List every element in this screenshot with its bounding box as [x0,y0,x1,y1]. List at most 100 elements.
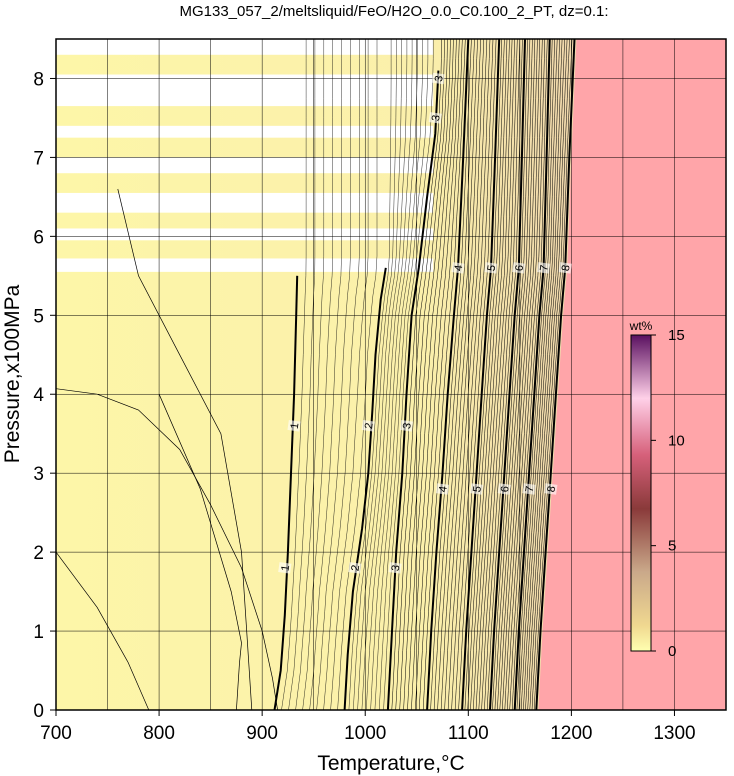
minor-contour [415,39,460,710]
contour-label: 7 [522,483,536,495]
y-tick-label: 3 [33,464,44,485]
minor-contour [444,39,485,710]
y-axis-title: Pressure,x100MPa [1,284,24,463]
minor-contour [473,39,510,710]
minor-contour [454,39,494,710]
minor-contour [475,39,513,710]
minor-contour [440,39,481,710]
minor-contour [403,39,451,710]
contour-label-text: 7 [538,264,551,272]
minor-contours [281,39,573,710]
minor-contour [529,39,568,710]
x-tick-label: 1200 [550,723,592,744]
minor-contour [422,39,466,710]
minor-contour [525,39,563,710]
contour-label: 5 [484,262,498,274]
minor-contour [383,39,434,710]
minor-contour [295,39,324,710]
blank-band [56,228,434,241]
y-tick-label: 8 [33,69,44,90]
blank-band [56,125,434,138]
minor-contour [330,39,369,710]
y-tick-label: 4 [33,385,44,406]
contour-label: 3 [428,112,443,124]
contour-label-text: 3 [430,114,443,122]
minor-contour [391,39,442,710]
minor-contour [366,39,413,710]
minor-contour [511,39,548,710]
minor-contour [399,39,448,710]
minor-contour [302,39,333,710]
minor-contour [379,39,429,710]
contour-label: 4 [435,483,450,495]
colorbar-ticks: 0 5 10 15 [651,327,685,660]
contour-label-text: 2 [350,564,363,572]
contour-label: 8 [544,483,558,495]
minor-contour [458,39,497,710]
minor-contour [316,39,351,710]
minor-contour [494,39,531,710]
x-tick-label: 700 [40,723,72,744]
minor-contour [502,39,538,710]
contour-label: 2 [348,562,362,574]
contour-label-text: 8 [545,485,558,493]
contour-labels: 1 1 2 2 3 3 4 5 6 7 8 4 5 6 7 8 3 3 [278,72,573,574]
contour-label-text: 6 [499,485,512,493]
major-contour-1 [273,275,299,710]
x-tick-label: 1100 [448,723,489,744]
contour-label-text: 2 [363,422,376,430]
minor-contour [464,39,503,710]
contour-label-text: 3 [390,564,403,572]
y-tick-label: 1 [33,622,44,643]
minor-contour [481,39,518,710]
contour-label-text: 5 [471,485,484,493]
contour-label: 6 [497,483,512,495]
contour-label: 3 [431,72,446,85]
contour-label-text: 3 [433,75,446,83]
minor-contour [437,39,478,710]
minor-contour [518,39,555,710]
x-tick-label: 1300 [653,723,695,744]
minor-contour [353,39,397,710]
minor-contour [433,39,475,710]
minor-contour [478,39,515,710]
minor-contour [484,39,521,710]
contour-label-text: 3 [401,422,414,430]
colorbar-tick-label: 15 [668,327,685,344]
contour-label-text: 4 [453,264,466,272]
minor-contour [520,39,558,710]
minor-contour [418,39,463,710]
minor-contour [374,39,423,710]
contour-label: 3 [388,562,402,574]
contour-label-text: 5 [486,264,499,272]
blank-band [56,74,434,107]
contour-label: 3 [399,420,414,432]
y-tick-label: 6 [33,227,44,248]
low-contour [56,551,150,710]
grid-lines [56,39,726,710]
contour-label: 1 [287,420,301,432]
blank-band [56,157,434,174]
x-axis-title: Temperature,°C [317,752,464,775]
contour-label-text: 1 [279,564,292,572]
y-tick-label: 0 [33,701,44,722]
minor-contour [370,39,418,710]
contour-label: 1 [278,562,292,574]
minor-contour [497,39,533,710]
contour-label-text: 8 [560,264,573,272]
minor-contour [288,39,316,710]
y-tick-label: 2 [33,543,44,564]
minor-contour [411,39,457,710]
minor-contour [447,39,488,710]
minor-contour [337,39,378,710]
minor-contour [527,39,565,710]
contour-label: 6 [512,262,526,274]
minor-contour [467,39,505,710]
minor-contour [504,39,541,710]
contour-label: 7 [536,262,551,274]
minor-contour [507,39,543,710]
colorbar-tick-label: 10 [668,432,685,449]
minor-contour [281,39,307,710]
minor-contour [486,39,523,710]
